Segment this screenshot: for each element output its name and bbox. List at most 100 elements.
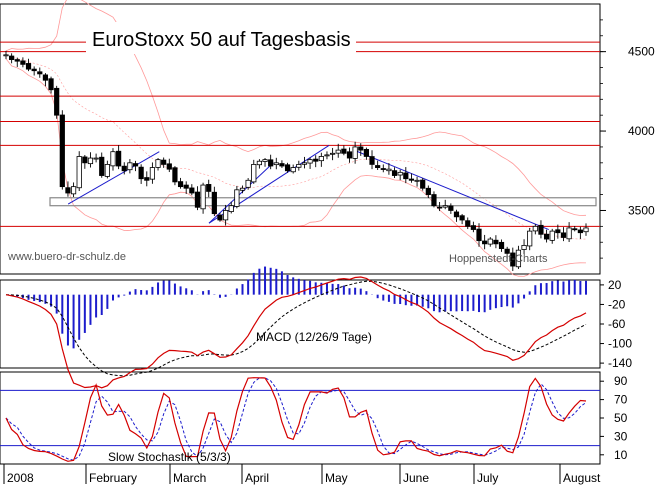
candle-body-79	[448, 205, 454, 211]
candle-body-23	[132, 163, 139, 167]
candle-body-0	[3, 54, 9, 57]
candle-body-53	[301, 162, 308, 165]
candle-body-60	[341, 148, 347, 154]
x-tick-label-2: March	[173, 471, 206, 485]
candle-body-83	[470, 225, 476, 230]
candle-body-93	[527, 230, 533, 247]
x-tick-label-7: August	[563, 471, 601, 485]
candle-body-76	[431, 194, 437, 207]
candle-body-6	[37, 71, 43, 75]
candle-body-42	[239, 187, 246, 191]
candle-body-94	[532, 225, 538, 232]
x-tick-label-0: 2008	[7, 471, 34, 485]
trendline-1	[208, 162, 274, 224]
macd-line	[5, 276, 587, 389]
candle-body-95	[538, 224, 544, 235]
candle-body-91	[515, 249, 522, 268]
price-tick-label-0: 3500	[628, 203, 655, 217]
candle-body-37	[211, 191, 217, 215]
stoch-title: Slow Stochastik (5/3/3)	[108, 450, 231, 464]
candle-body-54	[307, 159, 313, 164]
candle-body-24	[138, 166, 144, 180]
title-background	[86, 22, 356, 54]
candle-body-36	[206, 184, 212, 192]
candle-body-103	[583, 227, 589, 233]
candle-body-49	[279, 163, 285, 167]
axes: 3500 4000 4500 20 -20 -60 -100 -140 10 30 50 70 90 20…	[0, 19, 655, 485]
price-tick-label-1: 4000	[628, 124, 655, 138]
x-tick-label-4: May	[325, 471, 348, 485]
watermark-right: Hoppenstedt-Charts	[449, 253, 548, 265]
watermark-left: www.buero-dr-schulz.de	[7, 251, 126, 263]
candle-body-15	[87, 157, 94, 165]
candle-body-101	[572, 228, 578, 231]
x-tick-label-1: February	[89, 471, 137, 485]
candle-body-71	[403, 172, 409, 180]
price-tick-label-2: 4500	[628, 45, 655, 59]
candle-body-81	[459, 215, 465, 221]
candle-body-34	[194, 191, 201, 208]
trendline-0	[67, 151, 160, 205]
candle-body-25	[144, 177, 150, 181]
middle-band	[5, 54, 586, 240]
candle-body-43	[245, 179, 251, 188]
candle-body-89	[504, 248, 510, 254]
candle-body-73	[414, 179, 420, 182]
macd-title: MACD (12/26/9 Tage)	[256, 330, 372, 344]
candle-body-17	[99, 156, 105, 176]
stoch-tick-label-4: 90	[614, 374, 628, 388]
candle-body-61	[346, 151, 353, 159]
candle-body-47	[268, 159, 274, 167]
stoch-tick-label-2: 50	[614, 411, 628, 425]
upper-band	[5, 0, 587, 216]
candle-body-65	[369, 156, 375, 165]
candle-body-4	[25, 63, 32, 70]
candle-body-19	[110, 151, 116, 167]
candle-body-10	[59, 114, 65, 188]
candle-body-85	[482, 240, 488, 245]
candle-body-69	[391, 170, 398, 176]
macd-tick-label-4: -140	[608, 356, 632, 370]
candle-body-48	[273, 162, 279, 166]
candle-body-64	[363, 149, 369, 157]
candle-body-92	[521, 245, 527, 250]
candle-body-62	[352, 146, 358, 159]
stochastic-series	[0, 377, 600, 462]
stoch-tick-label-1: 30	[614, 429, 628, 443]
candle-body-86	[487, 238, 493, 245]
candle-body-84	[476, 228, 482, 242]
candle-body-44	[251, 164, 257, 183]
candle-body-63	[358, 146, 364, 151]
candle-body-78	[442, 205, 448, 208]
candle-body-74	[420, 179, 426, 189]
candle-body-102	[577, 229, 583, 234]
candle-body-32	[183, 184, 189, 189]
candle-body-22	[127, 162, 133, 171]
candle-body-87	[493, 239, 499, 245]
candle-body-16	[93, 157, 99, 160]
macd-tick-label-1: -20	[608, 297, 626, 311]
candle-body-20	[116, 150, 122, 167]
price-candles	[3, 50, 589, 272]
price-panel-frame	[0, 3, 601, 275]
candle-body-27	[155, 159, 161, 168]
candle-body-46	[262, 159, 268, 162]
candle-body-39	[223, 210, 229, 221]
candle-body-40	[228, 205, 234, 212]
candle-body-72	[408, 178, 415, 181]
candle-body-8	[48, 78, 54, 91]
candle-body-80	[453, 211, 460, 218]
candle-body-82	[465, 220, 471, 227]
candle-body-75	[425, 187, 431, 195]
candle-body-35	[200, 184, 206, 210]
candle-body-100	[566, 227, 572, 240]
trendline-3	[353, 149, 549, 230]
candle-body-3	[20, 60, 26, 65]
chart-title: EuroStoxx 50 auf Tagesbasis	[92, 29, 351, 51]
candle-body-41	[234, 189, 240, 207]
candle-body-7	[42, 74, 49, 81]
macd-signal-line	[5, 280, 587, 377]
